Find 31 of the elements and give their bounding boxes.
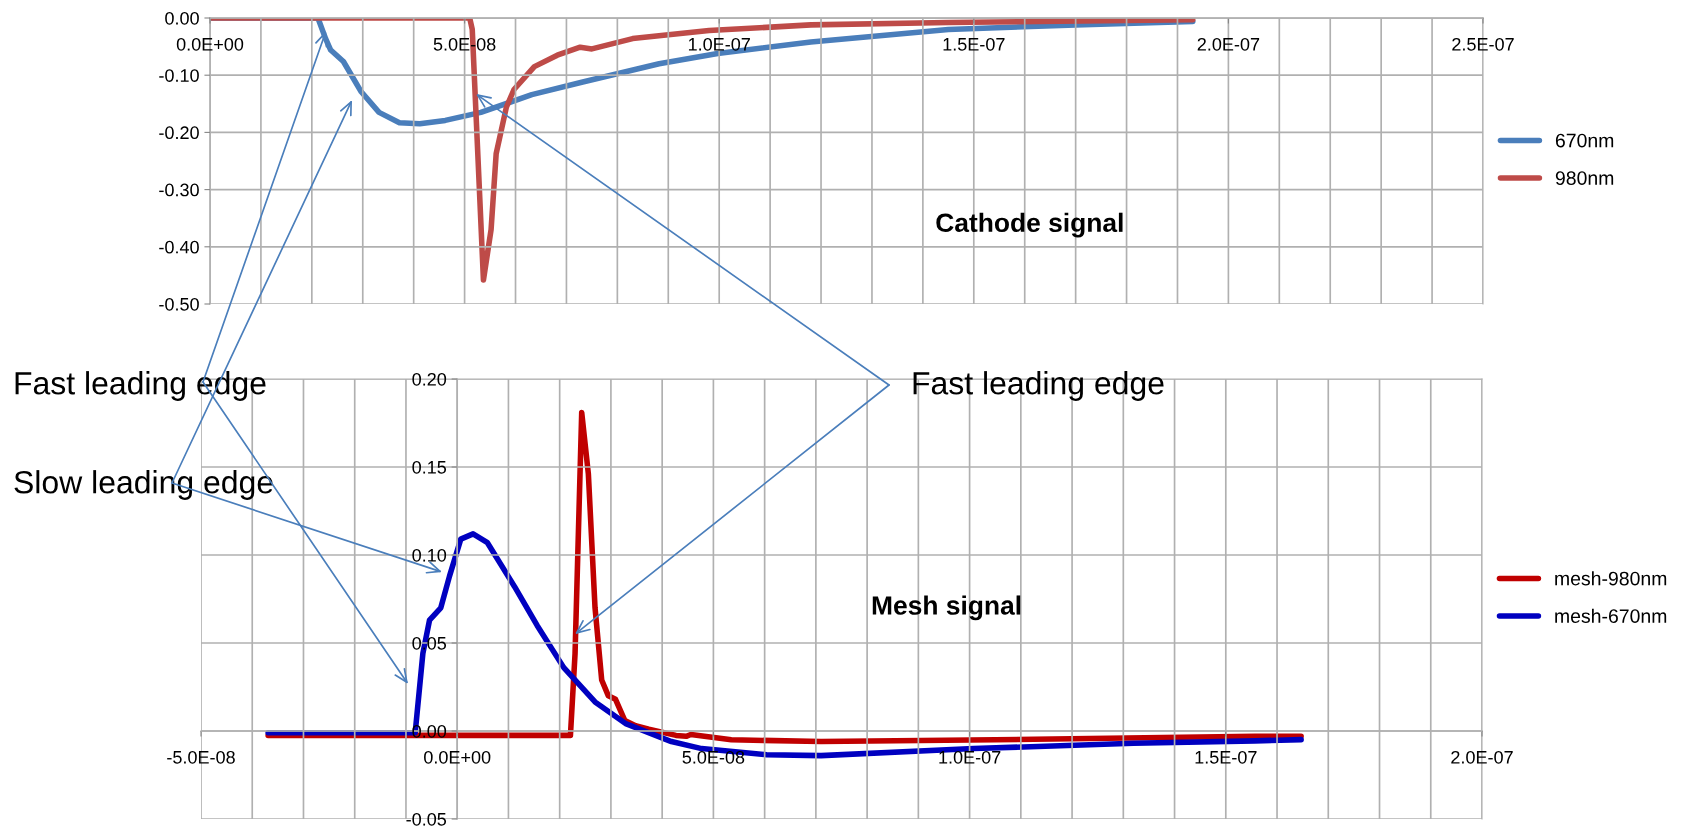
x-tick-label: 1.5E-07	[943, 37, 1005, 51]
legend-label: mesh-670nm	[1555, 608, 1667, 623]
x-tick-label: 2.5E-07	[1452, 37, 1514, 51]
annotation: Fast leading edge	[913, 371, 1164, 401]
x-tick-label: 1.0E-07	[688, 37, 750, 51]
annotation: Slow leading edge	[14, 470, 273, 500]
y-tick-label: -0.50	[159, 297, 199, 311]
y-tick-label: -0.30	[159, 183, 199, 197]
legend-label: 670nm	[1555, 133, 1614, 148]
x-tick-label: 5.0E-08	[682, 750, 745, 764]
y-tick-label: 0.05	[412, 636, 447, 650]
y-tick-label: 0.10	[412, 548, 447, 562]
text: Cathode signal	[936, 212, 1123, 238]
y-tick-label: 0.00	[412, 724, 447, 738]
x-tick-label: -5.0E-08	[167, 750, 235, 764]
x-tick-label: 0.0E+00	[176, 37, 244, 51]
x-tick-label: 1.5E-07	[1195, 750, 1257, 764]
x-tick-label: 0.0E+00	[424, 750, 491, 764]
y-tick-label: -0.10	[159, 69, 199, 82]
legend-label: 980nm	[1555, 171, 1614, 185]
y-tick-label: -0.40	[159, 240, 199, 254]
legend-label: mesh-980nm	[1555, 571, 1667, 586]
x-tick-label: 1.0E-07	[939, 750, 1001, 764]
y-tick-label: -0.20	[159, 126, 199, 140]
y-tick-label: 0.20	[412, 372, 447, 386]
text: Mesh signal	[872, 595, 1021, 621]
y-tick-label: -0.05	[406, 812, 447, 826]
y-tick-label: 0.00	[165, 11, 199, 25]
x-tick-label: 2.0E-07	[1197, 37, 1260, 51]
y-tick-label: 0.15	[412, 460, 447, 474]
x-tick-label: 2.0E-07	[1451, 750, 1513, 764]
